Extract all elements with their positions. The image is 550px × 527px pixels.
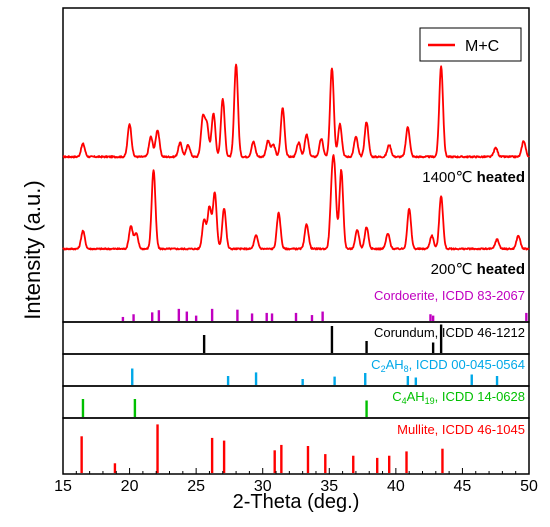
reference-panel-4	[62, 417, 530, 475]
x-tick-label: 40	[387, 478, 405, 495]
pattern-label-1: 200℃ heated	[431, 261, 525, 278]
pattern-label-0: 1400℃ heated	[422, 169, 525, 186]
x-tick-label: 45	[454, 478, 472, 495]
pattern-line-1	[62, 154, 530, 251]
reference-label-2: C2AH8, ICDD 00-045-0564	[371, 357, 525, 374]
x-tick-label: 20	[121, 478, 139, 495]
reference-label-3: C4AH19, ICDD 14-0628	[392, 389, 525, 406]
x-axis-label: 2-Theta (deg.)	[233, 491, 360, 513]
legend-box	[419, 27, 522, 62]
reference-label-1: Corundum, ICDD 46-1212	[374, 325, 525, 340]
x-tick-label: 25	[187, 478, 205, 495]
pattern-line-0	[62, 63, 530, 159]
reference-label-0: Cordoerite, ICDD 83-2067	[374, 288, 525, 303]
reference-label-4: Mullite, ICDD 46-1045	[397, 422, 525, 437]
x-tick-label: 15	[54, 478, 72, 495]
x-tick-label: 50	[520, 478, 538, 495]
y-axis-label: Intensity (a.u.)	[20, 180, 45, 319]
x-tick-label: 35	[320, 478, 338, 495]
legend-label: M+C	[465, 38, 499, 55]
x-tick-label: 30	[254, 478, 272, 495]
